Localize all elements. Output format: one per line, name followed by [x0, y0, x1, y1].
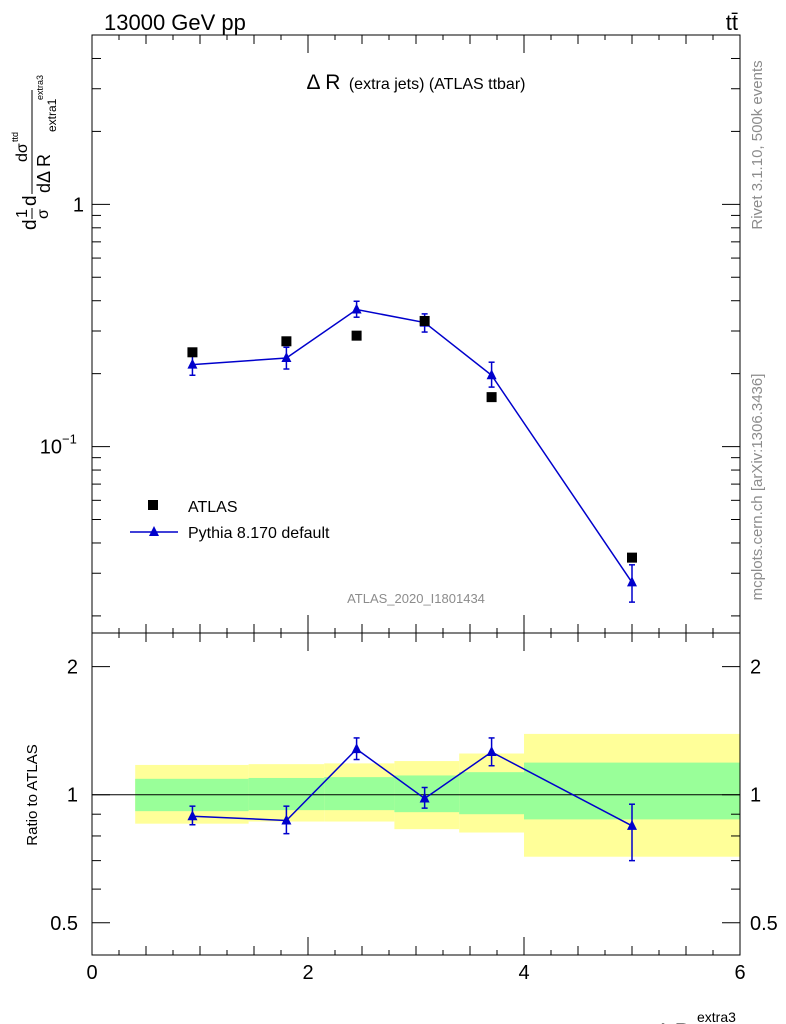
legend-atlas-label: ATLAS — [188, 499, 238, 516]
ylabel-ttd: ttd — [10, 132, 20, 142]
ylabel-dsigma: dσ — [14, 143, 31, 162]
main-y-axis-label: d 1 σ d dσ ttd dΔ R extra1 extra3 — [10, 75, 59, 230]
main-y-tick-exponent: −1 — [62, 432, 77, 447]
atlas-point — [187, 347, 198, 358]
x-axis-label: Δ R extra3 extra1 — [656, 1009, 736, 1024]
main-axes: 1 10 −1 — [40, 34, 741, 634]
ylabel-denominator: dΔ R — [34, 154, 54, 193]
pythia-line — [192, 308, 633, 583]
ratio-axes: 0.5 0.5 1 1 2 2 0 2 4 6 — [50, 632, 778, 984]
ylabel-frac-top: 1 — [14, 209, 31, 218]
header-process-label: tt̄ — [726, 10, 738, 35]
ratio-y-tick-label: 0.5 — [50, 913, 78, 935]
legend-pythia-marker — [149, 526, 159, 536]
ratio-pythia-point — [486, 746, 497, 757]
pythia-point — [281, 352, 292, 363]
legend-atlas-marker — [148, 500, 158, 510]
ratio-y-tick-label-right: 1 — [750, 785, 761, 807]
svg-text:d: d — [20, 219, 41, 230]
main-y-tick-label: 1 — [73, 194, 84, 216]
atlas-point — [419, 315, 430, 326]
header-energy-label: 13000 GeV pp — [104, 10, 246, 35]
x-tick-label: 0 — [86, 962, 97, 984]
xlabel-main: Δ R — [656, 1020, 690, 1024]
atlas-point — [351, 330, 362, 341]
ylabel-sub: extra1 — [45, 98, 59, 132]
ratio-y-tick-label: 1 — [67, 785, 78, 807]
pythia-point — [351, 303, 362, 314]
mcplots-reference-label: mcplots.cern.ch [arXiv:1306.3436] — [749, 374, 766, 601]
ratio-pythia-line — [192, 748, 633, 827]
pythia-point — [486, 369, 497, 380]
ratio-plot-area — [92, 733, 740, 862]
x-tick-label: 4 — [518, 962, 529, 984]
ratio-band-inner — [459, 772, 524, 815]
ylabel-d: d — [20, 219, 41, 230]
atlas-point — [281, 336, 292, 347]
xlabel-sup: extra3 — [697, 1009, 736, 1024]
atlas-point — [486, 392, 497, 403]
main-panel: 1 10 −1 Δ R (extra jets) (ATLAS ttbar) ATL… — [10, 34, 741, 634]
ylabel-frac-bot: σ — [35, 209, 52, 219]
legend: ATLAS Pythia 8.170 default — [130, 499, 330, 542]
x-tick-label: 6 — [734, 962, 745, 984]
atlas-point — [627, 552, 637, 563]
main-title-symbol: Δ R — [307, 71, 341, 94]
legend-pythia-label: Pythia 8.170 default — [188, 525, 330, 542]
ratio-pythia-point — [187, 810, 198, 821]
main-plot-area — [187, 300, 637, 603]
ratio-y-tick-label: 2 — [67, 657, 78, 679]
ylabel-d2: d — [20, 195, 41, 206]
main-title-text: (extra jets) (ATLAS ttbar) — [349, 76, 526, 93]
pythia-point — [187, 358, 198, 369]
ratio-pythia-point — [627, 819, 637, 830]
main-y-tick-label: 10 — [40, 437, 62, 459]
ratio-pythia-point — [419, 792, 430, 803]
ratio-y-tick-label-right: 2 — [750, 657, 761, 679]
main-frame — [91, 34, 741, 634]
ratio-band-inner — [324, 777, 395, 811]
ratio-pythia-point — [281, 814, 292, 825]
ratio-pythia-point — [351, 743, 362, 754]
analysis-watermark: ATLAS_2020_I1801434 — [347, 591, 485, 606]
rivet-version-label: Rivet 3.1.10, 500k events — [749, 60, 766, 229]
ratio-y-axis-label: Ratio to ATLAS — [24, 744, 41, 845]
ylabel-sup: extra3 — [35, 75, 45, 100]
pythia-point — [627, 576, 637, 587]
x-tick-label: 2 — [302, 962, 313, 984]
main-title: Δ R (extra jets) (ATLAS ttbar) — [307, 71, 526, 94]
ratio-y-tick-label-right: 0.5 — [750, 913, 778, 935]
ratio-panel: 0.5 0.5 1 1 2 2 0 2 4 6 Ratio to ATLAS Δ R extra3… — [24, 632, 778, 1024]
